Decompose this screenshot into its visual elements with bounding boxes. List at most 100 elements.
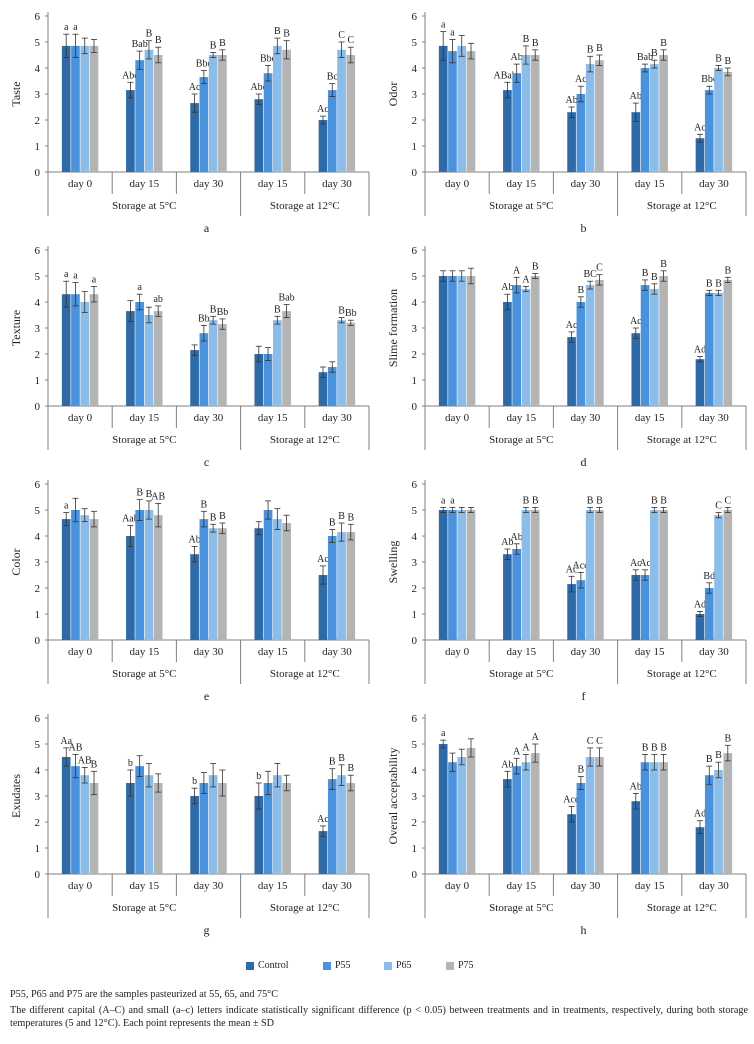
panel-e-category-label: day 0 [68, 646, 93, 658]
panel-c-significance-label: B [338, 306, 345, 317]
panel-b-category-label: day 30 [571, 178, 601, 190]
panel-b-bar-p55 [448, 51, 457, 172]
panel-e-bar-p55 [263, 510, 273, 640]
panel-d-bar-p65 [457, 276, 467, 406]
panel-f-y-tick-label: 6 [412, 479, 418, 491]
panel-b-significance-label: Ab [565, 95, 577, 106]
legend-label-control: Control [258, 960, 289, 971]
panel-b-bar-control [567, 112, 576, 172]
panel-b-bar-control [631, 112, 641, 172]
panel-a-category-label: day 30 [322, 178, 352, 190]
panel-c-y-tick-label: 0 [35, 401, 41, 413]
panel-b-bar-p65 [585, 64, 595, 172]
panel-f-significance-label: Ab [501, 537, 513, 548]
panel-f-category-label: day 0 [445, 646, 470, 658]
panel-d-significance-label: B [715, 278, 722, 289]
panel-a-significance-label: B [155, 35, 162, 46]
panel-a-bar-p65 [273, 45, 282, 172]
panel-b-significance-label: Bab [637, 52, 653, 63]
panel-h-y-tick-label: 5 [412, 739, 418, 751]
panel-d-y-tick-label: 3 [412, 323, 418, 335]
panel-d-group-label: Storage at 5°C [489, 434, 553, 446]
panel-c-significance-label: Bb [345, 308, 357, 319]
panel-f-group-label: Storage at 5°C [489, 668, 553, 680]
panel-c-category-label: day 15 [258, 412, 288, 424]
panel-d-significance-label: B [642, 268, 649, 279]
panel-c-y-axis-label: Texture [9, 310, 23, 346]
panel-g-category-label: day 30 [322, 880, 352, 892]
panel-h-significance-label: Ad [694, 809, 706, 820]
panel-a-bar-control [61, 45, 71, 172]
panel-g-significance-label: B [91, 759, 98, 770]
panel-b-significance-label: B [532, 38, 539, 49]
panel-b-bar-p75 [530, 55, 540, 172]
panel-g-bar-control [61, 757, 71, 874]
panel-d-bar-control [503, 302, 512, 406]
panel-a-significance-label: Bbc [260, 53, 277, 64]
panel-c-bar-control [190, 350, 199, 406]
panel-h-bar-p65 [521, 762, 531, 874]
panel-a-significance-label: Abc [122, 70, 139, 81]
panel-f-bar-p55 [640, 575, 650, 640]
panel-c-bar-p55 [71, 294, 80, 406]
panel-a-group-label: Storage at 5°C [112, 200, 176, 212]
panel-b-bar-p75 [659, 55, 668, 172]
panel-d-significance-label: B [660, 259, 667, 270]
panel-c-bar-control [318, 372, 328, 406]
panel-d-significance-label: Ab [501, 282, 513, 293]
panel-c-bar-control [126, 311, 135, 406]
panel-c-category-label: day 30 [322, 412, 352, 424]
panel-a-bar-control [318, 120, 328, 172]
panel-h-significance-label: A [513, 746, 521, 757]
panel-b-y-tick-label: 0 [412, 167, 418, 179]
panel-e-y-tick-label: 1 [35, 609, 41, 621]
panel-a-significance-label: Bab [132, 39, 148, 50]
panel-f-bar-p65 [714, 515, 723, 640]
panel-h-significance-label: B [706, 754, 713, 765]
panel-h-significance-label: B [724, 733, 731, 744]
panel-b-category-label: day 15 [635, 178, 665, 190]
panel-e-y-tick-label: 4 [35, 531, 41, 543]
panel-e-significance-label: B [329, 518, 336, 529]
panel-f-y-axis-label: Swelling [386, 541, 400, 584]
panel-f-y-tick-label: 4 [412, 531, 418, 543]
panel-e-bar-p55 [135, 510, 144, 640]
panel-e-significance-label: B [146, 489, 153, 500]
panel-h-group-label: Storage at 5°C [489, 902, 553, 914]
panel-b-bar-p75 [595, 60, 604, 173]
panel-b-group-label: Storage at 5°C [489, 200, 553, 212]
panel-g-bar-p55 [71, 766, 80, 874]
panel-f-significance-label: Ac [630, 558, 642, 569]
panel-b-y-tick-label: 3 [412, 89, 418, 101]
panel-a-bar-p55 [263, 73, 273, 172]
panel-c-bar-p55 [135, 302, 144, 406]
panel-e-panel-letter: e [204, 689, 209, 703]
panel-f-significance-label: C [724, 495, 731, 506]
panel-e-bar-control [190, 554, 199, 640]
panel-c-bar-p55 [199, 333, 209, 406]
panel-c-significance-label: a [137, 282, 142, 293]
panel-f-y-tick-label: 1 [412, 609, 418, 621]
panel-d-category-label: day 15 [506, 412, 536, 424]
panel-a-significance-label: C [347, 35, 354, 46]
panel-g-significance-label: AB [69, 742, 83, 753]
panel-e-significance-label: B [210, 512, 217, 523]
panel-h-category-label: day 15 [635, 880, 665, 892]
panel-h-significance-label: C [587, 736, 594, 747]
panel-a-y-tick-label: 2 [35, 115, 41, 127]
panel-e-bar-p75 [346, 532, 356, 640]
panel-e-bar-p65 [144, 510, 154, 640]
panel-f-panel-letter: f [582, 689, 586, 703]
panel-c-bar-p65 [208, 320, 218, 406]
panel-b-bar-p55 [576, 94, 586, 172]
panel-a-y-tick-label: 6 [35, 11, 41, 23]
panel-g-bar-p75 [153, 783, 163, 874]
panel-f-bar-p55 [448, 510, 457, 640]
panel-f-significance-label: B [532, 495, 539, 506]
panel-b-bar-p65 [521, 55, 531, 172]
panel-g-y-axis-label: Exudates [9, 774, 23, 818]
panel-f-significance-label: Ac [566, 564, 578, 575]
panel-h-category-label: day 30 [571, 880, 601, 892]
panel-h-significance-label: Ab [630, 781, 642, 792]
panel-g-bar-p65 [273, 775, 282, 874]
